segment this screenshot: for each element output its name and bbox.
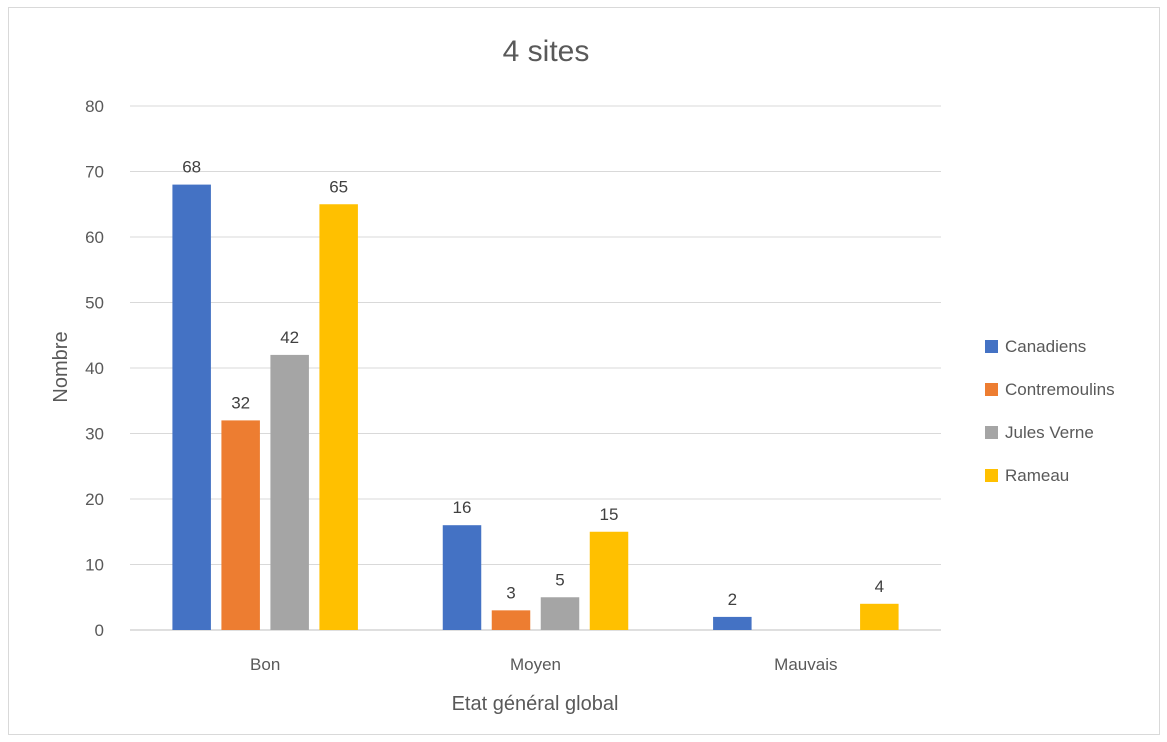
data-label: 4 <box>875 577 884 596</box>
x-tick-label: Mauvais <box>774 655 837 674</box>
legend-swatch <box>985 469 998 482</box>
y-tick-label: 50 <box>85 294 104 313</box>
y-tick-label: 10 <box>85 556 104 575</box>
bar-rameau <box>589 531 629 630</box>
bars <box>172 184 899 630</box>
legend-label: Rameau <box>1005 466 1069 485</box>
x-axis-title: Etat général global <box>452 693 619 715</box>
y-tick-label: 40 <box>85 359 104 378</box>
legend-swatch <box>985 426 998 439</box>
data-label: 16 <box>453 498 472 517</box>
data-label: 15 <box>600 505 619 524</box>
y-tick-label: 80 <box>85 97 104 116</box>
bar-contremoulins <box>221 420 260 630</box>
bar-canadiens <box>442 525 482 630</box>
bar-rameau <box>860 603 899 630</box>
bar-canadiens <box>713 616 752 630</box>
data-label: 32 <box>231 393 250 412</box>
bar-rameau <box>319 204 358 630</box>
bar-jules-verne <box>540 597 580 630</box>
y-tick-label: 0 <box>95 621 104 640</box>
data-label: 42 <box>280 328 299 347</box>
x-tick-label: Bon <box>250 655 280 674</box>
data-label: 2 <box>728 590 737 609</box>
y-axis-ticks: 0 10 20 30 40 50 60 70 80 <box>85 97 104 640</box>
legend-swatch <box>985 340 998 353</box>
data-label: 3 <box>506 583 515 602</box>
legend: Canadiens Contremoulins Jules Verne Rameau <box>985 337 1115 485</box>
legend-label: Canadiens <box>1005 337 1086 356</box>
bar-canadiens <box>172 184 211 630</box>
data-label: 68 <box>182 158 201 177</box>
y-axis-title: Nombre <box>50 331 72 402</box>
gridlines <box>130 105 941 631</box>
legend-label: Contremoulins <box>1005 380 1115 399</box>
legend-swatch <box>985 383 998 396</box>
y-tick-label: 30 <box>85 425 104 444</box>
y-tick-label: 70 <box>85 163 104 182</box>
data-labels: 68 32 42 65 16 3 5 15 2 4 <box>182 158 884 609</box>
y-tick-label: 60 <box>85 228 104 247</box>
y-tick-label: 20 <box>85 490 104 509</box>
bar-contremoulins <box>491 610 531 630</box>
chart-title: 4 sites <box>503 35 590 68</box>
legend-label: Jules Verne <box>1005 423 1094 442</box>
x-tick-label: Moyen <box>510 655 561 674</box>
bar-jules-verne <box>270 354 309 630</box>
data-label: 65 <box>329 177 348 196</box>
x-axis-ticks: Bon Moyen Mauvais <box>250 655 837 674</box>
data-label: 5 <box>555 570 564 589</box>
